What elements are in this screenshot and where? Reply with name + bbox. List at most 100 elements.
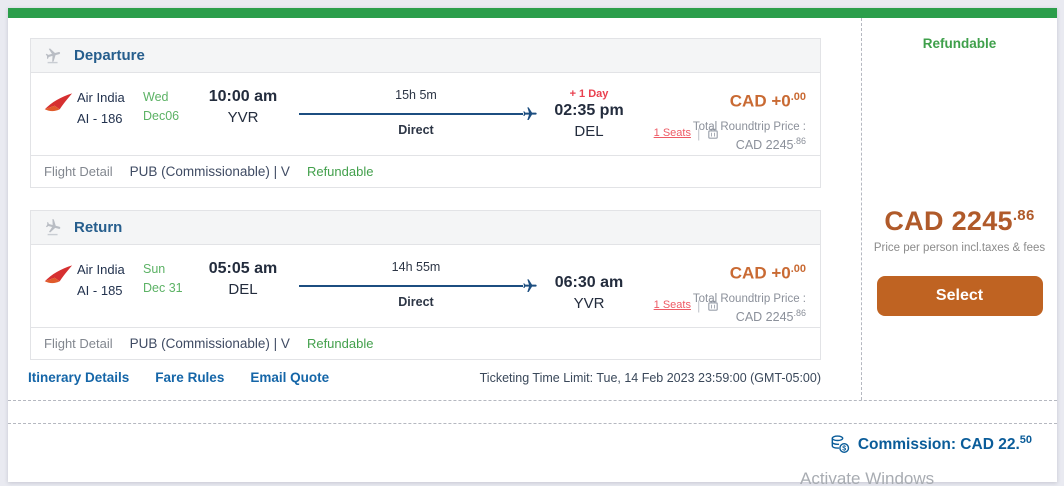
total-price-label: Total Roundtrip Price : [692,120,806,133]
itinerary-details-link[interactable]: Itinerary Details [28,370,130,385]
price-adjustment: CAD +0.00 [596,91,806,112]
stops-label: Direct [398,295,434,309]
fare-basis-label: PUB (Commissionable) | V [129,164,290,179]
route-block: 14h 55m Direct [297,255,538,327]
departure-time: 05:05 am [208,260,278,277]
seats-left-link[interactable]: 1 Seats [653,127,691,139]
flight-number: AI - 186 [77,110,123,126]
seats-block: 1 Seats | [639,111,735,155]
plane-arrival-icon [44,219,64,236]
commission-row: $ Commission: CAD 22.50 [830,434,1032,454]
commission-decimals: 50 [1019,434,1032,446]
flight-day: Wed [143,90,169,104]
airline-name: Air India [77,90,125,105]
itinerary-column: Departure Air India AI - 186 Wed Dec06 [8,18,861,482]
flight-date: Sun Dec 31 [143,260,193,327]
seats-block: 1 Seats | [639,283,735,327]
route-plane-icon [522,278,538,294]
route-line [297,105,538,122]
departure-segment-card: Departure Air India AI - 186 Wed Dec06 [30,38,821,188]
card-top-accent-bar [8,8,1057,18]
departure-flight-row: Air India AI - 186 Wed Dec06 10:00 am YV… [31,73,820,155]
fare-basis-label: PUB (Commissionable) | V [129,336,290,351]
plane-departure-icon [44,47,64,64]
flight-duration: 14h 55m [391,260,441,274]
route-line [297,277,538,294]
return-header: Return [31,211,820,245]
price-adjustment-decimals: .00 [790,263,806,275]
origin-block: 10:00 am YVR [193,83,293,155]
departure-header: Departure [31,39,820,73]
destination-block: 06:30 am YVR [539,255,639,327]
day-offset-label: + 1 Day [569,88,609,100]
coins-icon: $ [830,434,850,454]
vertical-dashed-divider [861,18,862,400]
svg-text:$: $ [842,445,846,452]
flight-detail-link[interactable]: Flight Detail [44,164,113,179]
stops-label: Direct [398,123,434,137]
air-india-logo [43,92,77,155]
destination-block: + 1 Day 02:35 pm DEL [539,83,639,155]
origin-block: 05:05 am DEL [193,255,293,327]
activate-windows-watermark: Activate Windows [800,469,935,486]
price-adjustment-main: CAD +0 [729,91,791,111]
return-flight-row: Air India AI - 185 Sun Dec 31 05:05 am D… [31,245,820,327]
horizontal-dashed-divider-top [8,400,1057,401]
airline-block: Air India AI - 186 [77,88,143,155]
itinerary-actions-row: Itinerary Details Fare Rules Email Quote… [28,370,821,385]
seats-left-link[interactable]: 1 Seats [653,299,691,311]
return-footer: Flight Detail PUB (Commissionable) | V R… [31,327,820,359]
flight-day: Sun [143,262,166,276]
fare-rules-link[interactable]: Fare Rules [155,370,225,385]
total-fare: CAD 2245.86 [862,206,1057,237]
airline-block: Air India AI - 185 [77,260,143,327]
flight-duration: 15h 5m [395,88,437,102]
origin-airport-code: YVR [227,109,259,126]
select-button[interactable]: Select [876,276,1043,316]
total-price-main: CAD 2245 [735,137,794,152]
origin-airport-code: DEL [228,281,258,298]
total-price-decimals: .86 [793,135,806,146]
email-quote-link[interactable]: Email Quote [250,370,330,385]
total-price-decimals: .86 [793,307,806,318]
total-fare-main: CAD 2245 [884,206,1013,236]
baggage-icon[interactable] [706,126,720,141]
refundable-badge: Refundable [922,36,997,51]
commission-text: Commission: CAD 22.50 [858,434,1032,454]
route-plane-icon [522,106,538,122]
flight-number: AI - 185 [77,282,123,298]
price-adjustment-main: CAD +0 [729,263,791,283]
horizontal-dashed-divider-bottom [8,423,1057,424]
price-adjustment: CAD +0.00 [596,263,806,284]
flight-date-value: Dec06 [143,109,180,124]
refundable-label: Refundable [306,164,374,179]
refundable-label: Refundable [306,336,374,351]
flight-detail-link[interactable]: Flight Detail [44,336,113,351]
arrival-time: 06:30 am [554,274,624,291]
arrival-time: 02:35 pm [554,102,624,119]
total-price-value: CAD 2245.86 [596,308,806,324]
price-adjustment-decimals: .00 [790,91,806,103]
ticketing-time-limit: Ticketing Time Limit: Tue, 14 Feb 2023 2… [479,370,821,385]
price-note: Price per person incl.taxes & fees [873,242,1046,254]
return-segment-card: Return Air India AI - 185 Sun Dec 31 [30,210,821,360]
flight-date: Wed Dec06 [143,88,193,155]
baggage-icon[interactable] [706,298,720,313]
separator: | [696,125,701,141]
price-panel: Refundable CAD 2245.86 Price per person … [862,18,1057,400]
total-fare-decimals: .86 [1012,207,1035,224]
fare-option-card: Departure Air India AI - 186 Wed Dec06 [8,8,1057,482]
destination-airport-code: DEL [574,123,604,140]
destination-airport-code: YVR [573,295,605,312]
segment-title: Departure [74,47,145,64]
departure-time: 10:00 am [208,88,278,105]
air-india-logo [43,264,77,327]
commission-label: Commission: CAD 22. [857,436,1020,454]
total-price-value: CAD 2245.86 [596,136,806,152]
airline-name: Air India [77,262,125,277]
price-stack: CAD 2245.86 Price per person incl.taxes … [862,206,1057,316]
departure-footer: Flight Detail PUB (Commissionable) | V R… [31,155,820,187]
total-price-main: CAD 2245 [735,309,794,324]
flight-date-value: Dec 31 [143,281,183,296]
